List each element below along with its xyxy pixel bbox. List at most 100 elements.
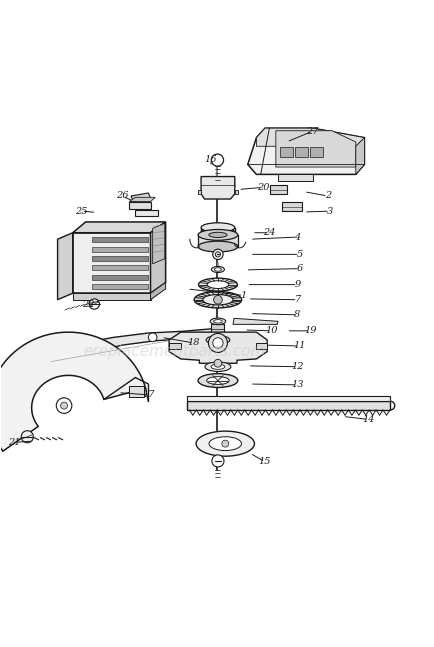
Circle shape [213,296,222,304]
Text: 14: 14 [362,415,374,424]
Polygon shape [72,222,165,233]
Text: 1: 1 [240,291,246,300]
Polygon shape [92,237,148,242]
Circle shape [56,398,72,413]
Text: 3: 3 [326,206,332,215]
Polygon shape [0,332,145,451]
Polygon shape [150,222,165,293]
Ellipse shape [194,292,241,308]
Ellipse shape [210,364,224,369]
Polygon shape [187,401,389,410]
Polygon shape [234,190,237,194]
Polygon shape [131,193,150,201]
Ellipse shape [214,268,221,271]
Polygon shape [279,147,293,157]
Circle shape [212,338,223,348]
Circle shape [211,154,223,166]
Polygon shape [135,210,158,216]
Text: ereplacementparts.com: ereplacementparts.com [83,344,265,359]
Ellipse shape [196,431,254,456]
Text: 18: 18 [187,338,200,347]
Polygon shape [197,235,237,247]
Text: 21: 21 [8,438,20,447]
Polygon shape [169,343,181,349]
Polygon shape [282,202,301,211]
Text: 25: 25 [75,206,87,215]
Polygon shape [187,396,389,401]
Text: 17: 17 [142,390,154,399]
Ellipse shape [201,228,234,237]
Ellipse shape [211,267,224,272]
Ellipse shape [197,230,237,240]
Text: 7: 7 [294,295,300,304]
Circle shape [212,249,223,259]
Polygon shape [57,233,72,300]
Polygon shape [152,223,164,264]
Text: 4: 4 [294,232,300,241]
Polygon shape [72,293,150,300]
Ellipse shape [201,223,234,232]
Polygon shape [150,283,165,300]
Polygon shape [270,185,286,194]
Ellipse shape [206,377,229,384]
Polygon shape [129,197,155,202]
Text: 13: 13 [290,380,303,389]
Circle shape [211,455,224,467]
Polygon shape [295,147,308,157]
Polygon shape [169,332,266,363]
Circle shape [89,299,99,309]
Ellipse shape [209,437,241,450]
Ellipse shape [197,373,237,388]
Circle shape [208,333,227,353]
Text: 24: 24 [263,228,275,237]
Text: 11: 11 [293,342,305,351]
Polygon shape [92,284,148,289]
Polygon shape [310,147,322,157]
Ellipse shape [208,232,227,237]
Text: 10: 10 [265,326,277,335]
Ellipse shape [210,318,225,325]
Text: 8: 8 [294,311,300,320]
Polygon shape [201,177,234,199]
Ellipse shape [198,278,237,291]
Circle shape [21,431,33,443]
Circle shape [215,252,220,257]
Text: 22: 22 [82,300,94,309]
Polygon shape [210,324,224,336]
Polygon shape [277,175,312,181]
Polygon shape [47,329,219,367]
Text: 5: 5 [296,250,302,259]
Polygon shape [256,128,364,146]
Polygon shape [233,318,277,324]
Polygon shape [197,190,201,194]
Circle shape [221,440,228,447]
Polygon shape [92,247,148,252]
Ellipse shape [197,241,237,252]
Ellipse shape [206,336,229,344]
Text: 27: 27 [306,127,318,136]
Circle shape [214,359,221,367]
Polygon shape [92,265,148,270]
Polygon shape [355,138,364,175]
Polygon shape [275,131,355,167]
Ellipse shape [202,294,233,305]
Text: 12: 12 [290,362,303,371]
Polygon shape [129,202,150,209]
Text: 9: 9 [294,280,300,289]
Ellipse shape [204,362,230,371]
Circle shape [60,402,67,409]
Text: 20: 20 [256,183,269,192]
Polygon shape [247,128,364,175]
Ellipse shape [213,320,222,323]
Polygon shape [92,256,148,261]
Polygon shape [72,233,150,293]
Text: 6: 6 [296,264,302,273]
Circle shape [148,333,157,342]
Polygon shape [256,343,266,349]
Text: 2: 2 [324,192,330,201]
Text: 15: 15 [258,457,271,466]
Polygon shape [201,228,234,233]
Text: 19: 19 [303,326,316,335]
Text: 26: 26 [116,192,128,201]
Polygon shape [128,386,144,397]
